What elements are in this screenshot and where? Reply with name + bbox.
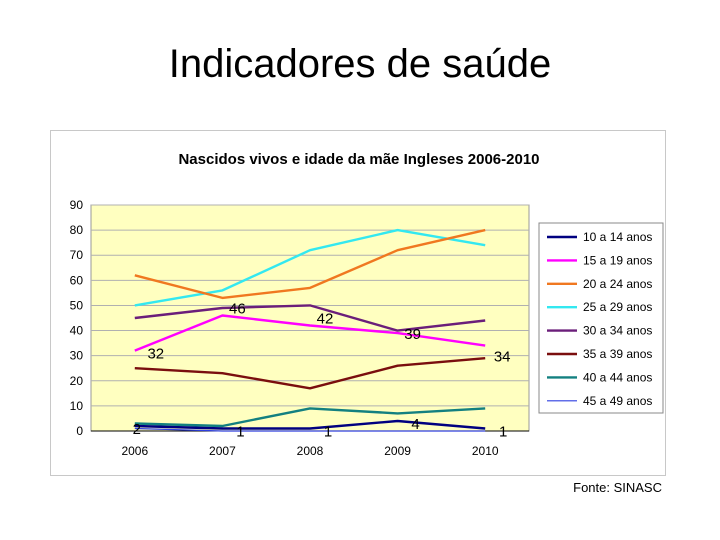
y-tick-label: 90 <box>70 198 84 212</box>
y-tick-label: 0 <box>76 424 83 438</box>
data-labels: 2 1 1 4 1 32 46 42 39 34 <box>133 300 511 440</box>
chart-title: Nascidos vivos e idade da mãe Ingleses 2… <box>178 151 539 168</box>
legend-label: 30 a 34 anos <box>583 324 652 338</box>
data-label: 39 <box>404 326 421 343</box>
series-line-1 <box>134 419 486 430</box>
y-tick-label: 20 <box>70 374 84 388</box>
y-tick-label: 40 <box>70 324 84 338</box>
y-tick-label: 30 <box>70 349 84 363</box>
data-label: 1 <box>236 423 244 440</box>
source-note: Fonte: SINASC <box>573 480 662 495</box>
x-tick-label: 2007 <box>209 444 236 458</box>
data-label: 2 <box>133 421 141 438</box>
chart-frame: Nascidos vivos e idade da mãe Ingleses 2… <box>50 130 666 476</box>
data-label: 34 <box>494 349 511 366</box>
legend-label: 35 a 39 anos <box>583 347 652 361</box>
x-tick-label: 2010 <box>472 444 499 458</box>
legend-label: 25 a 29 anos <box>583 300 652 314</box>
y-tick-label: 50 <box>70 298 84 312</box>
series-lines <box>134 228 486 432</box>
x-tick-label: 2008 <box>297 444 324 458</box>
data-label: 1 <box>499 423 507 440</box>
series-line-5 <box>134 304 486 332</box>
series-line-8 <box>134 427 486 432</box>
series-line-2 <box>134 314 486 352</box>
series-line-7 <box>134 407 486 428</box>
legend-label: 10 a 14 anos <box>583 230 652 244</box>
legend-label: 20 a 24 anos <box>583 277 652 291</box>
legend-label: 15 a 19 anos <box>583 253 652 267</box>
data-label: 42 <box>317 311 334 328</box>
legend-label: 40 a 44 anos <box>583 370 652 384</box>
x-tick-label: 2009 <box>384 444 411 458</box>
data-label: 46 <box>229 300 246 317</box>
y-tick-label: 60 <box>70 273 84 287</box>
legend-label: 45 a 49 anos <box>583 394 652 408</box>
series-line-6 <box>134 357 486 390</box>
slide-title: Indicadores de saúde <box>168 42 552 86</box>
x-tick-label: 2006 <box>121 444 148 458</box>
legend: 10 a 14 anos 15 a 19 anos 20 a 24 anos 25 a… <box>547 230 652 408</box>
data-label: 1 <box>324 423 332 440</box>
axes: 0 10 20 30 40 50 60 70 80 90 2006 2007 2008 2009 2010 <box>70 198 529 458</box>
plot-area <box>90 204 530 432</box>
y-tick-label: 10 <box>70 399 84 413</box>
series-line-4 <box>134 228 486 307</box>
line-chart: Nascidos vivos e idade da mãe Ingleses 2… <box>70 151 664 458</box>
y-tick-label: 80 <box>70 223 84 237</box>
data-label: 32 <box>147 346 164 363</box>
data-label: 4 <box>411 416 419 433</box>
y-tick-label: 70 <box>70 248 84 262</box>
series-line-3 <box>134 228 486 300</box>
legend-box <box>538 222 664 414</box>
